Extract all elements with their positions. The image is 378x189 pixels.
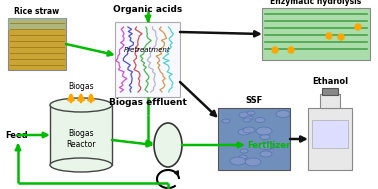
Ellipse shape bbox=[243, 118, 251, 122]
Text: Rice straw: Rice straw bbox=[14, 7, 60, 16]
Ellipse shape bbox=[260, 151, 272, 157]
Bar bbox=[50, 105, 112, 165]
Ellipse shape bbox=[239, 155, 247, 159]
Ellipse shape bbox=[247, 111, 255, 115]
Text: Biogas effluent: Biogas effluent bbox=[109, 98, 187, 107]
Circle shape bbox=[272, 47, 278, 53]
Circle shape bbox=[355, 24, 361, 30]
Bar bbox=[262, 8, 370, 60]
Text: Biogas
Reactor: Biogas Reactor bbox=[66, 129, 96, 149]
Ellipse shape bbox=[238, 129, 250, 135]
Ellipse shape bbox=[245, 116, 253, 120]
Ellipse shape bbox=[50, 158, 112, 172]
Bar bbox=[308, 108, 352, 170]
Ellipse shape bbox=[239, 112, 251, 118]
Bar bbox=[312, 120, 348, 148]
Ellipse shape bbox=[50, 98, 112, 112]
Circle shape bbox=[288, 47, 294, 53]
Bar bbox=[115, 22, 180, 97]
Text: Pretreatment: Pretreatment bbox=[124, 46, 171, 53]
Bar bbox=[8, 18, 66, 70]
Text: Enzymatic hydrolysis: Enzymatic hydrolysis bbox=[270, 0, 362, 6]
Ellipse shape bbox=[245, 158, 261, 166]
Text: Feed: Feed bbox=[5, 130, 28, 139]
Ellipse shape bbox=[255, 118, 265, 122]
Text: Organic acids: Organic acids bbox=[113, 5, 183, 14]
Text: SSF: SSF bbox=[245, 96, 263, 105]
Bar bbox=[8, 18, 66, 30]
Text: Ethanol: Ethanol bbox=[312, 77, 348, 86]
Ellipse shape bbox=[154, 123, 182, 167]
Ellipse shape bbox=[230, 157, 246, 165]
Bar bbox=[320, 94, 340, 108]
Ellipse shape bbox=[243, 127, 255, 133]
Ellipse shape bbox=[263, 143, 275, 149]
Ellipse shape bbox=[240, 149, 248, 153]
Ellipse shape bbox=[259, 143, 273, 149]
Text: Fertilizer: Fertilizer bbox=[247, 140, 290, 149]
Ellipse shape bbox=[260, 135, 270, 139]
Ellipse shape bbox=[276, 111, 290, 118]
Circle shape bbox=[338, 34, 344, 40]
Ellipse shape bbox=[222, 119, 230, 123]
Bar bbox=[322, 88, 338, 95]
Bar bbox=[218, 108, 290, 170]
Circle shape bbox=[326, 33, 332, 39]
Ellipse shape bbox=[256, 127, 272, 135]
Text: Biogas: Biogas bbox=[68, 82, 94, 91]
